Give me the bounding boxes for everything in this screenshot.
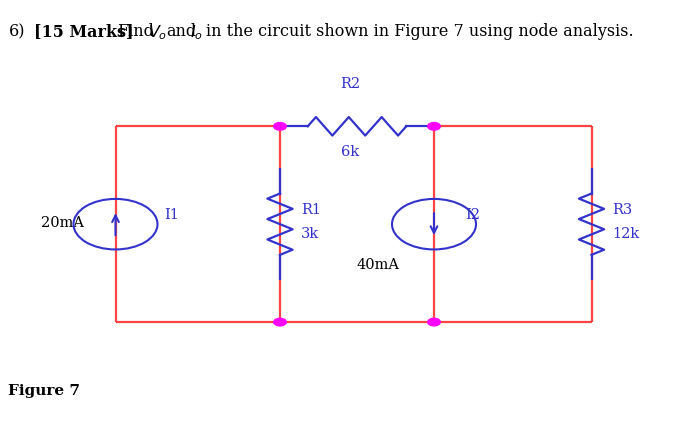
Text: 3k: 3k — [301, 226, 319, 241]
Text: Find: Find — [118, 23, 155, 40]
Text: 40mA: 40mA — [356, 258, 400, 272]
Text: 6k: 6k — [341, 144, 359, 159]
Circle shape — [428, 123, 440, 130]
Text: 12k: 12k — [612, 226, 640, 241]
Text: I2: I2 — [466, 208, 480, 222]
Text: R3: R3 — [612, 203, 633, 218]
Text: Figure 7: Figure 7 — [8, 384, 81, 398]
Text: $V_o$: $V_o$ — [148, 23, 167, 42]
Text: [15 Marks]: [15 Marks] — [34, 23, 133, 40]
Text: 20mA: 20mA — [41, 216, 85, 230]
Text: in the circuit shown in Figure 7 using node analysis.: in the circuit shown in Figure 7 using n… — [206, 23, 634, 40]
Circle shape — [428, 318, 440, 326]
Circle shape — [274, 123, 286, 130]
Text: $I_o$: $I_o$ — [190, 23, 204, 42]
Text: 6): 6) — [8, 23, 25, 40]
Circle shape — [274, 318, 286, 326]
Text: I1: I1 — [164, 208, 179, 222]
Text: R2: R2 — [340, 77, 360, 91]
Text: and: and — [166, 23, 196, 40]
Text: R1: R1 — [301, 203, 321, 218]
